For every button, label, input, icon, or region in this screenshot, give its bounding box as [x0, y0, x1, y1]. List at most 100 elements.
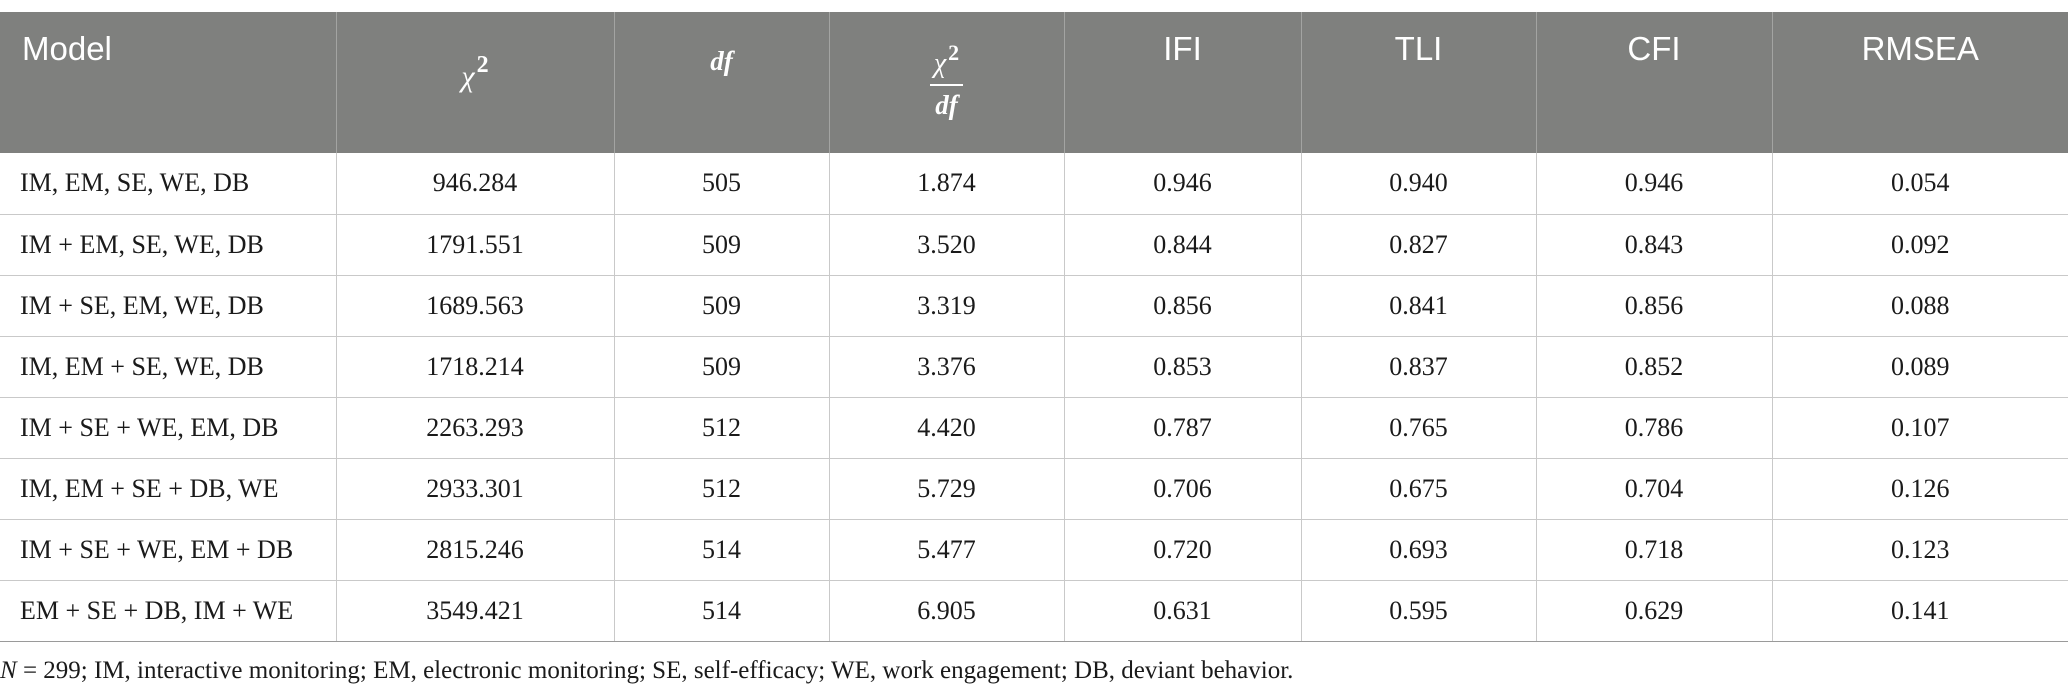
cell-ratio: 6.905	[828, 580, 1064, 642]
cell-ifi: 0.844	[1063, 214, 1301, 276]
model-fit-table: Model χ2 df χ2 df IFI	[0, 12, 2068, 642]
cell-tli: 0.827	[1300, 214, 1536, 276]
cell-chi2: 1689.563	[335, 275, 614, 337]
cell-chi2: 946.284	[335, 153, 614, 215]
cell-df: 514	[613, 519, 829, 581]
cell-chi2: 1718.214	[335, 336, 614, 398]
table-row: IM + SE, EM, WE, DB 1689.563 509 3.319 0…	[0, 275, 2068, 337]
cell-tli: 0.940	[1300, 153, 1536, 215]
cell-tli: 0.675	[1300, 458, 1536, 520]
cell-model: IM + SE, EM, WE, DB	[0, 275, 336, 337]
cell-rmsea: 0.126	[1771, 458, 2068, 520]
cell-df: 509	[613, 336, 829, 398]
cell-df: 505	[613, 153, 829, 215]
header-df: df	[613, 12, 829, 153]
table-row: IM + SE + WE, EM, DB 2263.293 512 4.420 …	[0, 397, 2068, 459]
header-tli: TLI	[1300, 12, 1536, 153]
header-rmsea: RMSEA	[1771, 12, 2068, 153]
cell-rmsea: 0.054	[1771, 153, 2068, 215]
header-row: Model χ2 df χ2 df IFI	[0, 12, 2068, 153]
header-ifi-label: IFI	[1163, 30, 1202, 67]
cell-model: EM + SE + DB, IM + WE	[0, 580, 336, 642]
cell-cfi: 0.629	[1535, 580, 1772, 642]
header-ifi: IFI	[1063, 12, 1301, 153]
fraction-numerator: χ2	[929, 40, 964, 86]
cell-ratio: 3.319	[828, 275, 1064, 337]
cell-rmsea: 0.089	[1771, 336, 2068, 398]
cell-rmsea: 0.123	[1771, 519, 2068, 581]
cell-model: IM + SE + WE, EM, DB	[0, 397, 336, 459]
cell-model: IM, EM, SE, WE, DB	[0, 153, 336, 215]
cell-chi2: 2263.293	[335, 397, 614, 459]
cell-model: IM + EM, SE, WE, DB	[0, 214, 336, 276]
cell-cfi: 0.852	[1535, 336, 1772, 398]
cell-model: IM, EM + SE + DB, WE	[0, 458, 336, 520]
cell-ifi: 0.856	[1063, 275, 1301, 337]
chi-symbol: χ	[461, 60, 475, 93]
header-tli-label: TLI	[1394, 30, 1443, 67]
footnote-text: = 299; IM, interactive monitoring; EM, e…	[16, 657, 1294, 684]
header-cfi-label: CFI	[1627, 30, 1681, 67]
cell-cfi: 0.718	[1535, 519, 1772, 581]
header-model-label: Model	[22, 30, 112, 67]
cell-cfi: 0.946	[1535, 153, 1772, 215]
footnote-n-label: N	[0, 657, 17, 684]
table-row: EM + SE + DB, IM + WE 3549.421 514 6.905…	[0, 580, 2068, 642]
table-header: Model χ2 df χ2 df IFI	[0, 12, 2068, 153]
table-row: IM, EM, SE, WE, DB 946.284 505 1.874 0.9…	[0, 153, 2068, 215]
cell-ratio: 3.520	[828, 214, 1064, 276]
cell-rmsea: 0.088	[1771, 275, 2068, 337]
cell-model: IM, EM + SE, WE, DB	[0, 336, 336, 398]
header-chi-df-ratio: χ2 df	[828, 12, 1064, 153]
cell-ifi: 0.706	[1063, 458, 1301, 520]
header-model: Model	[0, 12, 336, 153]
cell-rmsea: 0.141	[1771, 580, 2068, 642]
cell-df: 512	[613, 458, 829, 520]
table-row: IM, EM + SE + DB, WE 2933.301 512 5.729 …	[0, 458, 2068, 520]
fit-indices-table-container: Model χ2 df χ2 df IFI	[0, 12, 2068, 642]
cell-ratio: 5.729	[828, 458, 1064, 520]
fraction: χ2 df	[929, 40, 964, 121]
cell-ifi: 0.946	[1063, 153, 1301, 215]
cell-tli: 0.841	[1300, 275, 1536, 337]
cell-chi2: 1791.551	[335, 214, 614, 276]
table-body: IM, EM, SE, WE, DB 946.284 505 1.874 0.9…	[0, 153, 2068, 642]
cell-chi2: 2933.301	[335, 458, 614, 520]
cell-ifi: 0.787	[1063, 397, 1301, 459]
cell-ratio: 3.376	[828, 336, 1064, 398]
table-row: IM, EM + SE, WE, DB 1718.214 509 3.376 0…	[0, 336, 2068, 398]
header-rmsea-label: RMSEA	[1861, 30, 1979, 67]
chi-power: 2	[476, 52, 489, 78]
cell-df: 509	[613, 214, 829, 276]
cell-ifi: 0.853	[1063, 336, 1301, 398]
cell-rmsea: 0.107	[1771, 397, 2068, 459]
table-row: IM + EM, SE, WE, DB 1791.551 509 3.520 0…	[0, 214, 2068, 276]
table-row: IM + SE + WE, EM + DB 2815.246 514 5.477…	[0, 519, 2068, 581]
cell-tli: 0.693	[1300, 519, 1536, 581]
ratio-chi-power: 2	[948, 40, 960, 65]
cell-ratio: 5.477	[828, 519, 1064, 581]
header-chi-square: χ2	[335, 12, 614, 153]
cell-cfi: 0.856	[1535, 275, 1772, 337]
cell-df: 512	[613, 397, 829, 459]
cell-df: 509	[613, 275, 829, 337]
cell-ratio: 1.874	[828, 153, 1064, 215]
cell-cfi: 0.843	[1535, 214, 1772, 276]
header-cfi: CFI	[1535, 12, 1772, 153]
cell-cfi: 0.704	[1535, 458, 1772, 520]
fraction-denominator: df	[935, 90, 958, 120]
cell-chi2: 3549.421	[335, 580, 614, 642]
cell-tli: 0.837	[1300, 336, 1536, 398]
cell-tli: 0.765	[1300, 397, 1536, 459]
cell-ifi: 0.631	[1063, 580, 1301, 642]
cell-rmsea: 0.092	[1771, 214, 2068, 276]
cell-ifi: 0.720	[1063, 519, 1301, 581]
chi-square-symbol: χ2	[337, 12, 614, 94]
cell-model: IM + SE + WE, EM + DB	[0, 519, 336, 581]
ratio-fraction: χ2 df	[830, 12, 1064, 121]
cell-tli: 0.595	[1300, 580, 1536, 642]
cell-chi2: 2815.246	[335, 519, 614, 581]
cell-df: 514	[613, 580, 829, 642]
ratio-chi-symbol: χ	[933, 48, 947, 79]
table-footnote: N = 299; IM, interactive monitoring; EM,…	[0, 657, 1293, 685]
